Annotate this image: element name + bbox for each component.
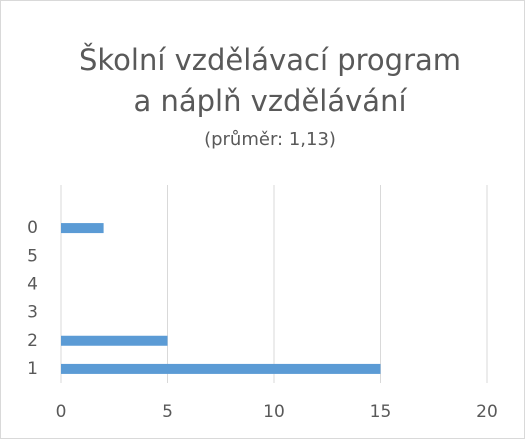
x-tick-label: 10 xyxy=(263,402,285,422)
bar xyxy=(61,363,381,374)
y-tick-label: 3 xyxy=(27,303,38,323)
y-tick-label: 0 xyxy=(27,218,38,238)
chart-title: Školní vzdělávací program xyxy=(79,43,461,77)
x-tick-label: 20 xyxy=(476,402,498,422)
chart-title: a náplň vzdělávání xyxy=(133,84,407,118)
y-tick-label: 2 xyxy=(27,331,38,351)
x-tick-label: 5 xyxy=(162,402,173,422)
chart-subtitle: (průměr: 1,13) xyxy=(204,129,336,150)
y-tick-label: 4 xyxy=(27,274,38,294)
y-tick-label: 5 xyxy=(27,246,38,266)
x-tick-label: 15 xyxy=(370,402,392,422)
x-tick-label: 0 xyxy=(56,402,67,422)
bar xyxy=(61,335,168,346)
bar xyxy=(61,223,104,234)
y-tick-label: 1 xyxy=(27,359,38,379)
